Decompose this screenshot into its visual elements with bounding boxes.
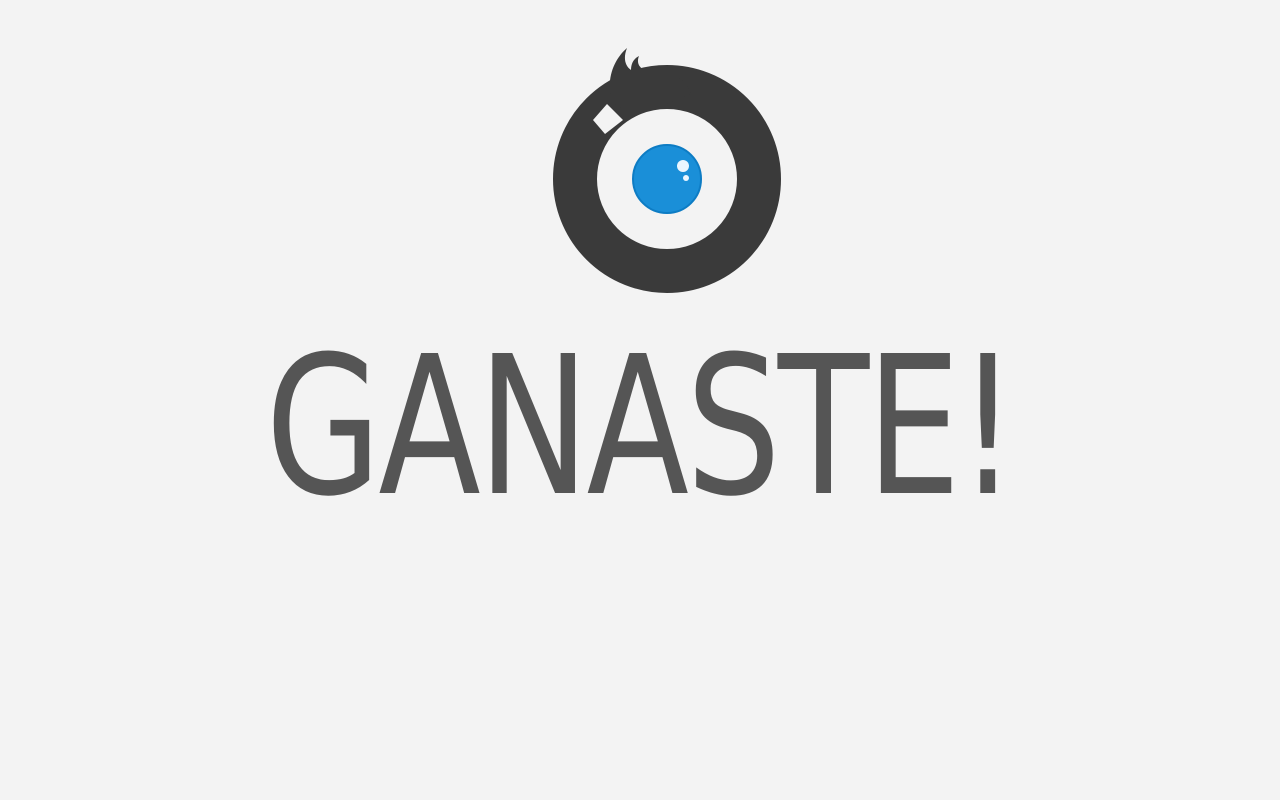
eye-logo-icon: [545, 42, 790, 300]
win-headline: GANASTE!: [265, 316, 1017, 539]
